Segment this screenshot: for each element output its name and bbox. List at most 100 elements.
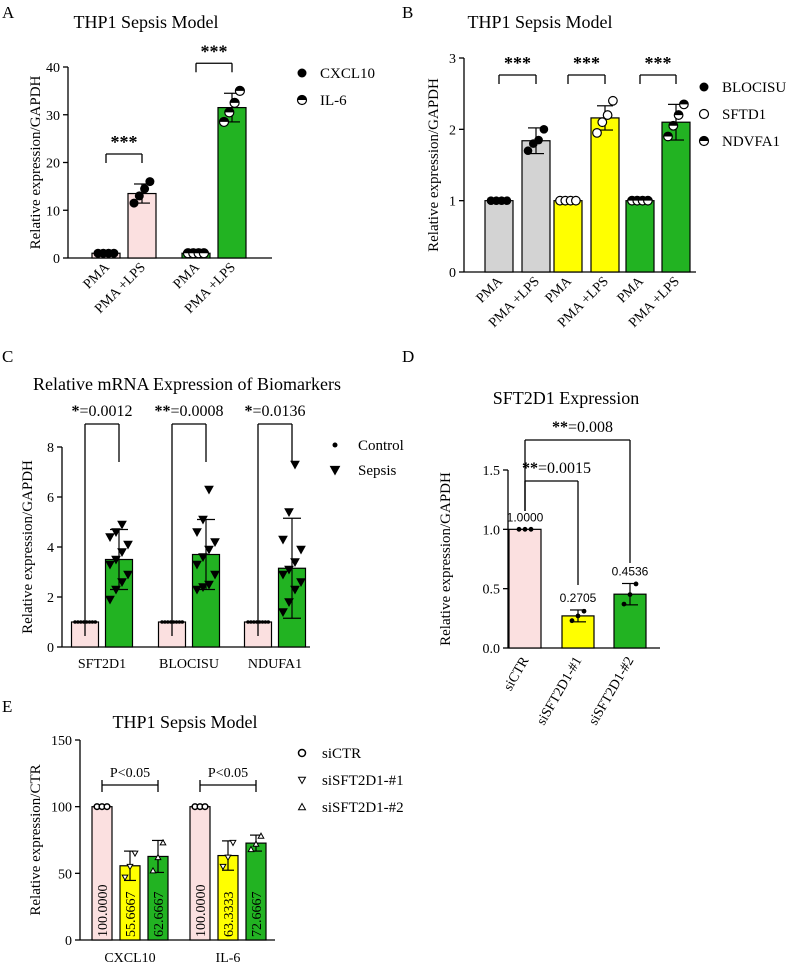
data-point	[131, 850, 139, 858]
data-point	[643, 195, 653, 206]
data-point	[290, 558, 300, 568]
value-label: 0.2705	[560, 591, 597, 605]
data-point	[246, 620, 250, 624]
bar-value-label: 55.6667	[124, 892, 139, 938]
data-point	[134, 191, 144, 201]
legend-label: SFTD1	[722, 107, 766, 123]
legend-label: siSFT2D1-#1	[322, 773, 404, 789]
significance-label: *=0.0012	[71, 403, 132, 420]
data-point	[105, 560, 115, 570]
data-point	[198, 583, 208, 593]
data-point	[174, 620, 179, 624]
bar-value-label: 100.0000	[96, 885, 111, 938]
data-point	[278, 535, 288, 545]
data-point	[522, 526, 528, 532]
x-tick-label: PMA	[615, 274, 648, 307]
y-tick-label: 0	[53, 252, 60, 267]
legend-label: siSFT2D1-#2	[322, 800, 404, 816]
data-point	[204, 485, 214, 495]
data-point	[571, 195, 581, 206]
data-point	[502, 196, 512, 205]
data-point	[177, 620, 182, 624]
x-tick-label: PMA	[543, 274, 576, 307]
legend-label: BLOCISU	[722, 80, 786, 96]
legend-label: Control	[358, 438, 404, 454]
panel-letter: A	[2, 3, 15, 22]
data-point	[201, 803, 209, 811]
bar	[217, 106, 247, 259]
data-point	[117, 520, 127, 530]
data-point	[224, 107, 235, 118]
data-point	[621, 601, 627, 607]
data-point	[539, 125, 549, 134]
panel-letter: E	[2, 697, 12, 716]
y-tick-label: 0	[65, 934, 72, 949]
data-point	[117, 548, 127, 558]
data-point	[198, 248, 209, 259]
bar	[553, 200, 583, 273]
data-point	[581, 608, 587, 614]
x-tick-label: PMA	[171, 260, 204, 293]
point-half-fill	[230, 98, 240, 103]
chart-title: THP1 Sepsis Model	[467, 12, 612, 32]
data-point	[129, 198, 139, 208]
x-tick-label: SFT2D1	[78, 657, 126, 672]
y-tick-label: 0	[449, 266, 456, 281]
data-point	[126, 863, 134, 871]
legend-label: IL-6	[320, 93, 347, 109]
data-point	[121, 874, 129, 882]
significance-label: ***	[573, 53, 600, 73]
bar	[625, 200, 655, 273]
panel-b: 0 1 2 3 Relative expression/GAPDH THP1 Sepsis…	[402, 3, 786, 331]
data-point	[263, 620, 268, 624]
y-axis-label: Relative expression/GAPDH	[28, 75, 44, 249]
significance-label: P<0.05	[208, 766, 248, 781]
value-label: 1.0000	[507, 510, 544, 524]
data-point	[284, 598, 294, 608]
data-point	[297, 68, 307, 78]
data-point	[140, 184, 150, 194]
y-tick-label: 2	[449, 123, 456, 138]
y-axis-label: Relative expression/GAPDH	[20, 460, 36, 634]
bar	[521, 140, 551, 273]
significance-p-value: =0.0012	[79, 403, 132, 420]
bar-value-label: 72.6667	[250, 892, 265, 938]
data-point	[592, 127, 602, 138]
data-point	[663, 131, 673, 142]
y-tick-label: 1.0	[483, 523, 501, 538]
data-point	[668, 120, 679, 131]
significance-label: **=0.0008	[154, 403, 223, 420]
y-tick-label: 3	[449, 52, 456, 67]
data-point	[290, 585, 300, 595]
x-tick-label: siSFT2D1-#2	[586, 655, 637, 729]
point-half-fill	[699, 136, 709, 141]
data-point	[117, 578, 127, 588]
y-tick-label: 20	[46, 157, 60, 172]
data-point	[297, 776, 307, 785]
data-point	[163, 620, 167, 624]
point-half-fill	[224, 107, 234, 113]
data-point	[159, 838, 167, 846]
data-point	[608, 95, 618, 106]
point-half-fill	[297, 95, 307, 100]
significance-label: *=0.0136	[244, 403, 305, 420]
x-tick-label: CXCL10	[104, 951, 155, 966]
chart-title: THP1 Sepsis Model	[112, 712, 257, 732]
data-point	[257, 832, 265, 839]
panel-letter: D	[402, 347, 414, 366]
data-point	[84, 620, 89, 624]
significance-stars: **	[154, 403, 170, 420]
bar-value-label: 63.3333	[222, 892, 237, 938]
data-point	[73, 620, 77, 624]
y-tick-label: 50	[58, 867, 72, 882]
data-point	[229, 97, 240, 108]
significance-stars: **	[552, 419, 568, 436]
bar	[484, 200, 514, 273]
data-point	[105, 533, 115, 543]
data-point	[234, 85, 245, 96]
significance-label: ***	[645, 53, 672, 73]
bar	[508, 528, 542, 649]
bar-value-label: 100.0000	[194, 885, 209, 938]
point-half-fill	[235, 86, 245, 91]
